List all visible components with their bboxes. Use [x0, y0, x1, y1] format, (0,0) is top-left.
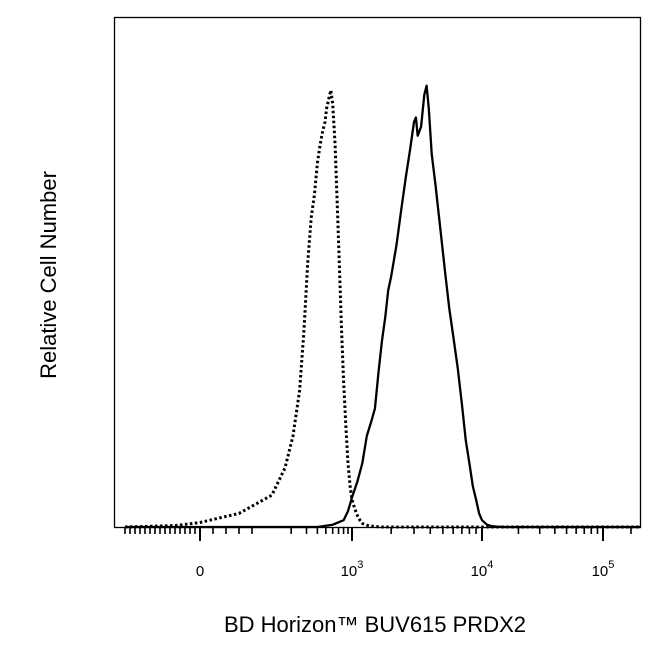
plot-frame [113, 16, 642, 529]
y-axis-label: Relative Cell Number [36, 171, 61, 379]
x-axis-tick-labels: 0 103 104 105 [196, 559, 615, 580]
x-axis-label: BD Horizon™ BUV615 PRDX2 [224, 612, 526, 637]
x-tick-label: 0 [196, 563, 204, 580]
solid-histogram-line [125, 84, 640, 529]
histogram-series [124, 84, 640, 529]
x-tick-label: 105 [592, 559, 615, 580]
x-tick-label: 104 [471, 559, 494, 580]
x-axis-minor-ticks [124, 527, 632, 534]
x-tick-label: 103 [341, 559, 364, 580]
dotted-histogram-line [124, 88, 640, 529]
x-axis-major-ticks [199, 527, 604, 541]
